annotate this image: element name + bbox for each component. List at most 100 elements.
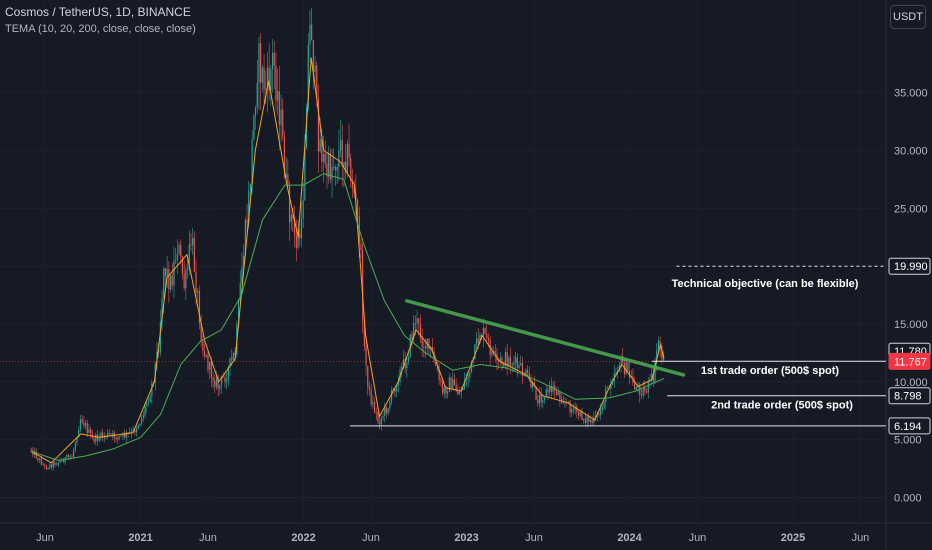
candle-body <box>346 143 348 173</box>
candle-body <box>173 260 175 286</box>
indicator-legend[interactable]: TEMA (10, 20, 200, close, close, close) <box>5 23 196 35</box>
candle-body <box>188 244 190 268</box>
candle-body <box>465 379 467 381</box>
candle-body <box>525 369 527 376</box>
candle-body <box>491 351 493 356</box>
candle-body <box>462 388 464 391</box>
candle-body <box>588 416 590 422</box>
candle-body <box>246 219 248 223</box>
candle-body <box>198 290 201 323</box>
candle-body <box>217 378 219 389</box>
candle-body <box>163 268 165 299</box>
candle-body <box>137 425 139 429</box>
candle-body <box>396 385 398 392</box>
candle-body <box>76 437 78 443</box>
candle-body <box>423 346 425 348</box>
objective-price-label-box <box>888 257 931 275</box>
candle-body <box>419 323 422 339</box>
candle-body <box>295 235 297 248</box>
candle-body <box>139 423 141 426</box>
candle-body <box>453 379 456 386</box>
candle-body <box>83 422 85 426</box>
candle-body <box>338 150 340 167</box>
candle-body <box>59 460 61 463</box>
candle-body <box>635 387 637 390</box>
y-tick-label: 10.000 <box>894 377 928 389</box>
candle-body <box>564 402 566 404</box>
price-axis[interactable]: 0.0005.00010.00015.00020.00025.00030.000… <box>888 88 931 505</box>
candle-body <box>535 386 537 400</box>
candle-body <box>277 90 279 101</box>
candle-body <box>45 465 48 469</box>
x-tick-label: 2021 <box>128 532 152 544</box>
candle-body <box>600 409 602 416</box>
candle-body <box>657 340 660 351</box>
candle-body <box>130 431 133 433</box>
x-tick-label: Jun <box>689 532 707 544</box>
candle-body <box>125 432 127 438</box>
candle-body <box>40 458 42 465</box>
candle-body <box>448 377 450 392</box>
candle-body <box>169 275 172 290</box>
candle-body <box>457 390 459 395</box>
candle-body <box>253 115 255 140</box>
candle-body <box>69 456 71 458</box>
candle-body <box>362 249 364 323</box>
candle-body <box>550 385 552 392</box>
candle-body <box>603 402 605 408</box>
candle-body <box>183 274 185 289</box>
candle-body <box>219 384 221 389</box>
candle-body <box>95 434 97 442</box>
candle-body <box>385 407 388 414</box>
candle-body <box>389 401 391 409</box>
candle-body <box>134 430 136 433</box>
candle-body <box>521 363 524 376</box>
candle-body <box>532 382 534 388</box>
candle-body <box>30 448 32 451</box>
candle-body <box>511 364 513 366</box>
candle-body <box>373 402 376 413</box>
candle-body <box>397 382 399 386</box>
candle-body <box>440 379 442 382</box>
candle-body <box>81 419 83 423</box>
candle-body <box>384 407 386 416</box>
candle-body <box>513 362 515 365</box>
candle-body <box>258 43 260 83</box>
symbol-title[interactable]: Cosmos / TetherUS, 1D, BINANCE <box>5 5 191 19</box>
candle-body <box>547 389 549 393</box>
candle-body <box>231 357 233 360</box>
candle-body <box>141 417 143 424</box>
candle-body <box>107 432 109 437</box>
candle-body <box>484 327 486 335</box>
candle-body <box>351 181 354 189</box>
candle-body <box>178 244 180 254</box>
candle-body <box>47 467 49 469</box>
candle-body <box>543 397 546 401</box>
candle-body <box>350 158 352 182</box>
candle-body <box>375 412 377 414</box>
candle-body <box>132 430 134 432</box>
x-tick-label: 2022 <box>291 532 315 544</box>
candle-body <box>343 161 345 167</box>
candle-body <box>62 459 65 463</box>
candle-body <box>530 379 532 388</box>
candle-body <box>118 436 121 437</box>
candle-body <box>436 365 439 370</box>
time-axis[interactable]: Jun 2021 Jun 2022 Jun 2023 Jun 2024 Jun 2025 Jun <box>36 532 869 544</box>
candle-body <box>175 260 177 261</box>
candle-body <box>110 434 112 435</box>
candle-body <box>598 413 600 416</box>
candle-body <box>299 233 301 239</box>
currency-button[interactable]: USDT <box>890 5 926 29</box>
candle-body <box>266 67 269 89</box>
y-tick-label: 35.000 <box>894 88 928 100</box>
candle-body <box>265 88 267 90</box>
candle-body <box>353 188 355 193</box>
candle-body <box>117 436 119 440</box>
candle-body <box>339 140 342 151</box>
y-tick-label: 15.000 <box>894 319 928 331</box>
candles <box>30 7 665 471</box>
candle-body <box>197 290 199 293</box>
current-price-label-box <box>888 352 931 370</box>
